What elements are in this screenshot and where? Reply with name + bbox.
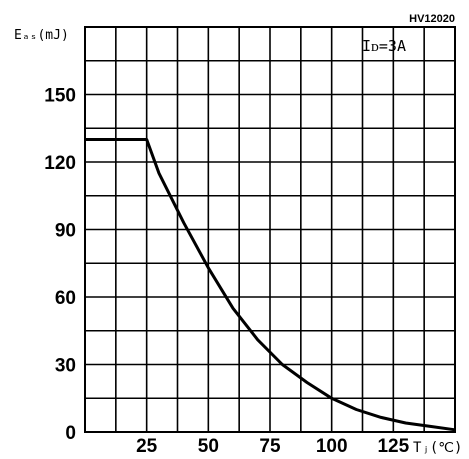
plot-frame	[84, 26, 456, 433]
x-tick-label: 25	[136, 436, 158, 457]
x-tick-label: 125	[377, 436, 409, 457]
x-tick-label: 100	[316, 436, 348, 457]
condition-annotation: Iᴅ=3A	[362, 37, 406, 55]
grid	[85, 27, 455, 432]
x-tick-label: 50	[198, 436, 219, 457]
series-line	[85, 138, 456, 432]
y-tick-label: 30	[55, 356, 76, 377]
y-tick-label: 150	[44, 86, 76, 107]
x-tick-labels: 25 50 75 100 125	[136, 436, 410, 457]
y-tick-label: 60	[55, 288, 76, 309]
y-axis-label: Eₐₛ(mJ)	[14, 28, 69, 43]
y-tick-label: 120	[44, 153, 76, 174]
y-tick-label: 0	[65, 423, 76, 444]
x-tick-label: 75	[259, 436, 281, 457]
y-tick-label: 90	[55, 221, 76, 242]
part-number: HV12020	[409, 13, 455, 25]
y-tick-labels: 0 30 60 90 120 150	[44, 86, 76, 445]
x-axis-label: Tⱼ(℃)	[413, 440, 462, 456]
